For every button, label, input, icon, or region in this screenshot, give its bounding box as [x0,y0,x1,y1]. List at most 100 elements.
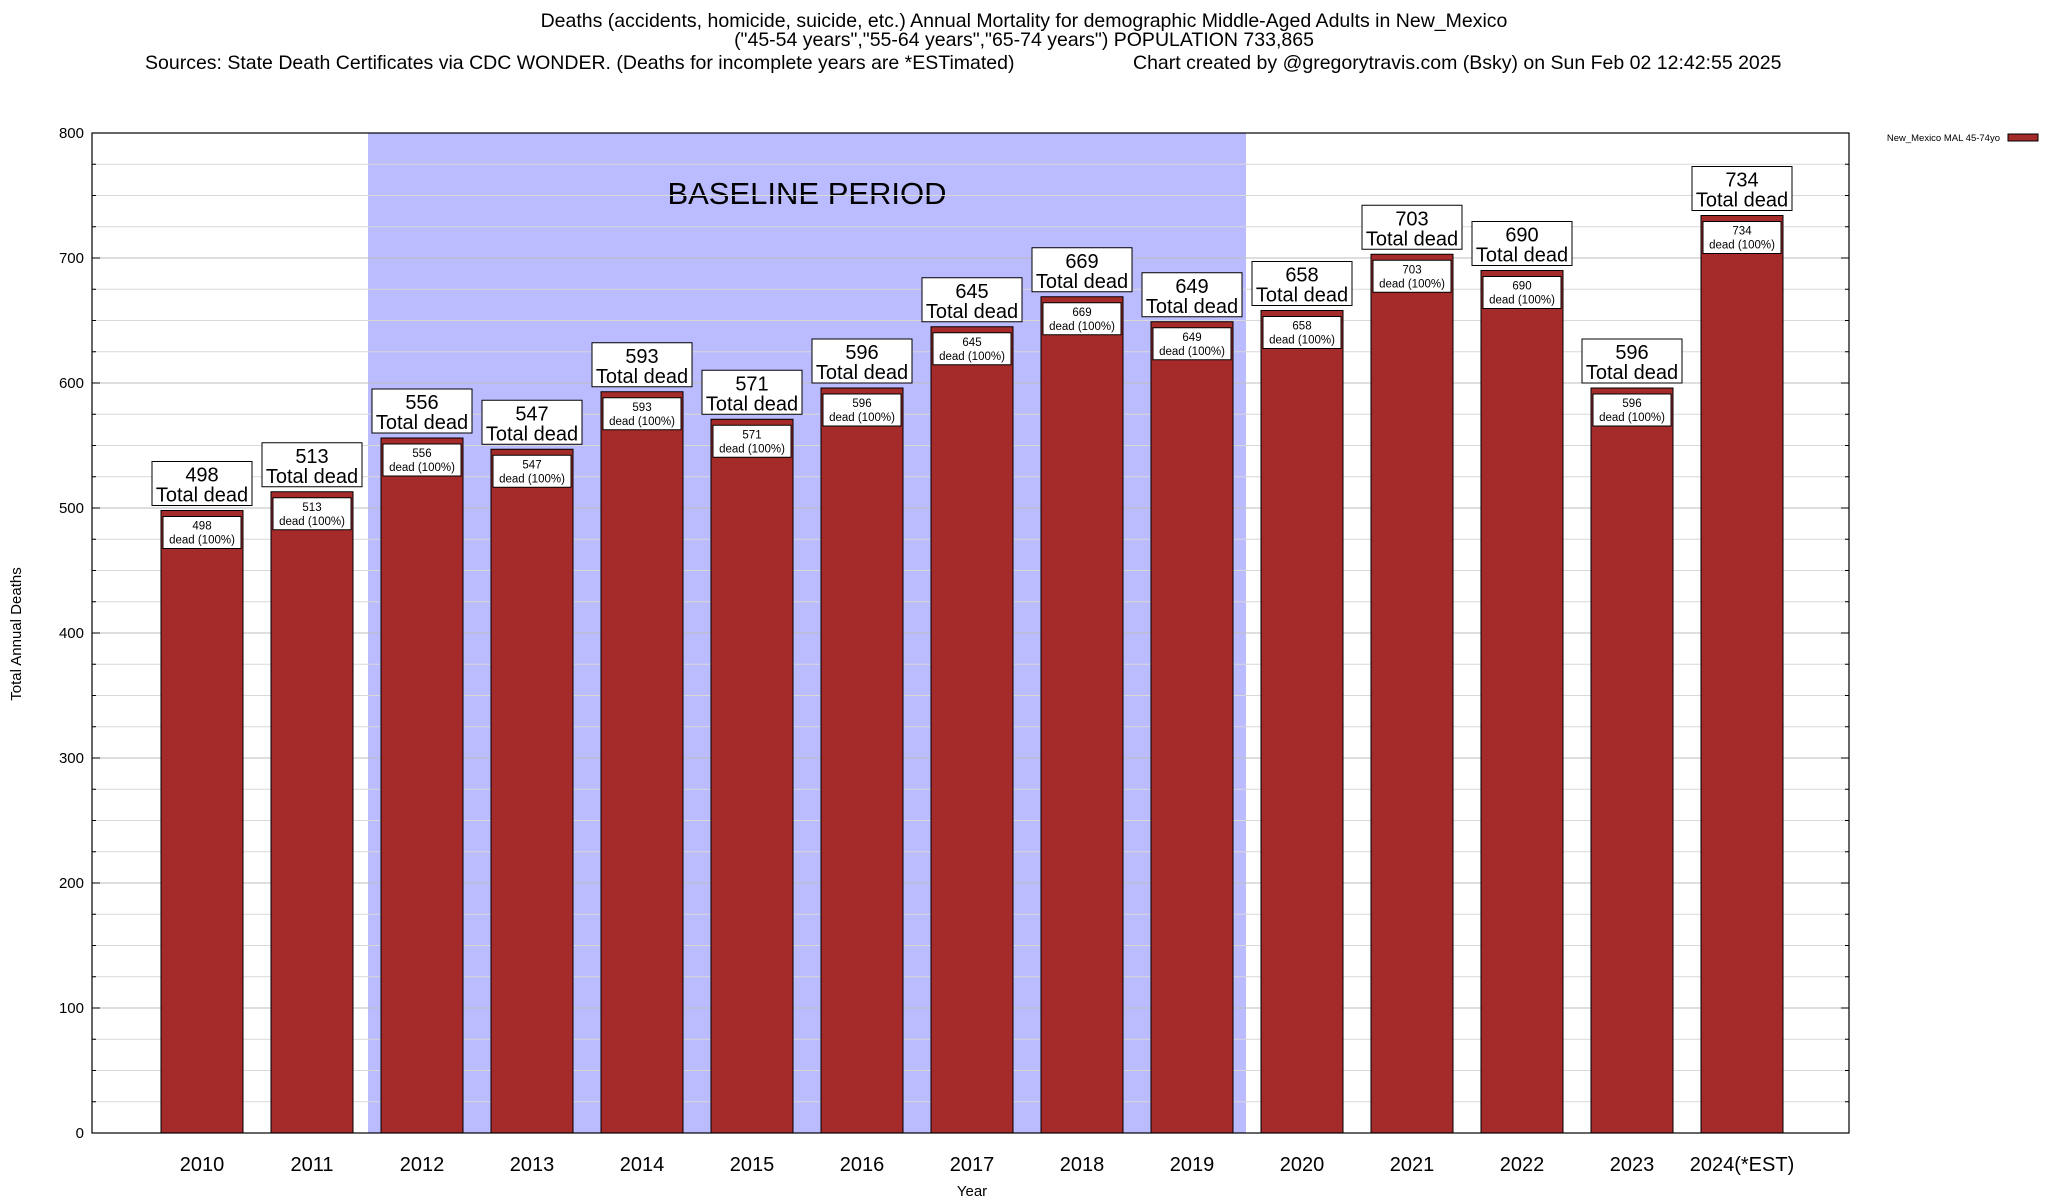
x-tick-label: 2022 [1500,1154,1545,1176]
inner-label-value: 690 [1512,281,1531,293]
bar-2016 [820,387,904,1134]
data-label-text: Total dead [1146,296,1238,318]
data-label-value: 658 [1285,265,1318,287]
y-tick-label: 200 [59,875,84,892]
inner-label-value: 734 [1732,226,1752,238]
inner-label-box [492,454,572,488]
data-label-box [371,388,473,434]
inner-label-box [1372,259,1452,293]
legend-swatch [2007,133,2039,142]
inner-label-value: 649 [1182,332,1201,344]
bar-2023 [1590,387,1674,1134]
x-tick-label: 2021 [1390,1154,1435,1176]
inner-label-text: dead (100%) [1049,321,1115,333]
data-label-box [921,277,1023,323]
data-label-value: 596 [1615,342,1648,364]
inner-label-value: 571 [742,429,761,441]
inner-label-box [382,443,462,477]
x-tick-label: 2020 [1280,1154,1325,1176]
x-axis-label: Year [957,1183,987,1200]
data-label-text: Total dead [1366,228,1458,250]
inner-label-box [272,497,352,531]
data-label-box [1581,338,1683,384]
bar-2011 [270,491,354,1134]
bar-2019 [1150,321,1234,1134]
data-label-box [151,461,253,506]
data-label-value: 571 [735,373,768,395]
chart-title: Deaths (accidents, homicide, suicide, et… [0,10,2048,51]
data-label-text: Total dead [1586,362,1678,384]
inner-label-box [1702,221,1782,254]
legend-label: New_Mexico MAL 45-74yo [1887,133,2000,144]
inner-label-value: 513 [302,502,321,514]
inner-label-value: 669 [1072,307,1091,319]
x-tick-label: 2011 [290,1154,333,1176]
chart-title-line-1: Deaths (accidents, homicide, suicide, et… [540,10,1508,32]
data-label-box [481,399,583,445]
bar-2017 [930,326,1014,1134]
x-tick-label: 2019 [1170,1154,1215,1176]
data-label-text: Total dead [596,366,688,388]
inner-label-text: dead (100%) [1599,412,1665,424]
bar-2014 [600,391,684,1134]
data-label-box [811,338,913,384]
inner-label-text: dead (100%) [1269,335,1335,347]
inner-label-value: 593 [632,402,651,414]
data-label-value: 690 [1505,225,1538,247]
data-label-box [1141,272,1243,318]
chart-title-line-2: ("45-54 years","55-64 years","65-74 year… [734,29,1314,51]
data-label-box [591,342,693,388]
data-label-value: 596 [845,342,878,364]
bar-2021 [1370,253,1454,1134]
data-label-value: 734 [1725,170,1758,192]
inner-label-value: 556 [412,448,431,460]
data-label-value: 703 [1395,208,1428,230]
bar-2018 [1040,296,1124,1134]
x-tick-label: 2017 [950,1154,995,1176]
data-label-value: 593 [625,346,658,368]
x-tick-label: 2012 [400,1154,445,1176]
y-tick-label: 300 [59,750,84,767]
data-label-box [1691,166,1793,211]
bar-2020 [1260,310,1344,1134]
x-tick-label: 2018 [1060,1154,1105,1176]
inner-label-text: dead (100%) [829,412,895,424]
inner-label-value: 645 [962,337,981,349]
data-label-text: Total dead [816,362,908,384]
x-tick-label: 2016 [840,1154,885,1176]
data-label-value: 649 [1175,276,1208,298]
y-tick-label: 600 [59,375,84,392]
data-label-text: Total dead [376,412,468,434]
inner-label-box [1482,276,1562,309]
inner-label-text: dead (100%) [169,535,235,547]
inner-label-value: 498 [192,521,211,533]
inner-label-box [1042,302,1122,336]
data-label-box [1471,221,1573,266]
data-label-value: 513 [295,446,328,468]
inner-label-value: 596 [1622,398,1641,410]
data-label-box [261,442,363,488]
inner-label-value: 596 [852,398,871,410]
data-label-value: 669 [1065,251,1098,273]
inner-label-text: dead (100%) [939,351,1005,363]
data-label-text: Total dead [486,423,578,445]
y-tick-label: 500 [59,500,84,517]
bar-2024(*EST) [1700,215,1784,1134]
inner-label-text: dead (100%) [389,462,455,474]
bar-2015 [710,418,794,1134]
bar-2012 [380,437,464,1134]
inner-label-box [822,393,902,427]
y-tick-label: 400 [59,625,84,642]
chart-credit: Chart created by @gregorytravis.com (Bsk… [1133,52,1782,74]
bar-2010 [160,510,244,1134]
data-label-text: Total dead [1696,190,1788,212]
x-tick-label: 2010 [180,1154,225,1176]
inner-label-box [712,424,792,458]
chart-sources: Sources: State Death Certificates via CD… [145,52,1015,74]
inner-label-text: dead (100%) [719,443,785,455]
inner-label-box [932,332,1012,366]
data-label-value: 547 [515,403,548,425]
data-label-text: Total dead [926,301,1018,323]
baseline-region-label: BASELINE PERIOD [667,176,946,211]
